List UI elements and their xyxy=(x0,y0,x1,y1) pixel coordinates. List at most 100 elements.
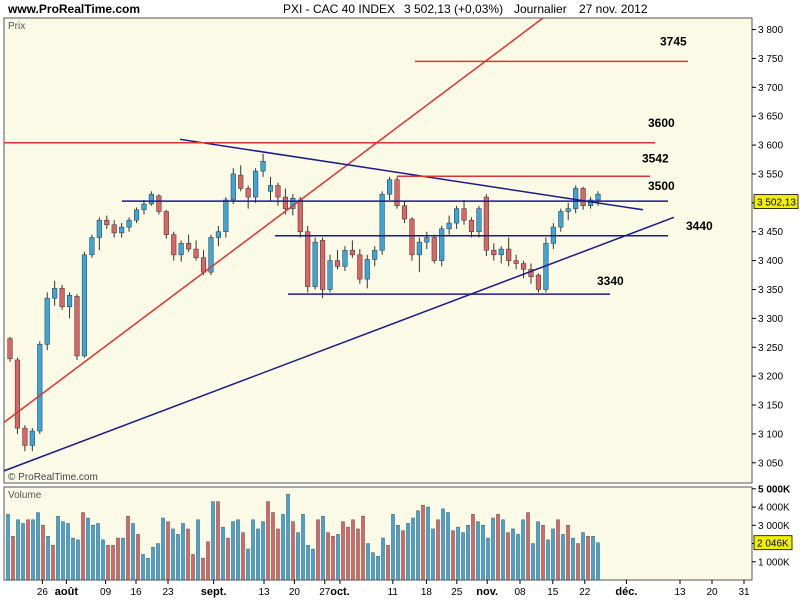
candle-body xyxy=(126,219,132,228)
candle-body xyxy=(401,205,408,220)
x-tick-label: 31 xyxy=(738,587,750,598)
volume-bar xyxy=(351,519,355,581)
price-panel-label: Prix xyxy=(8,21,25,32)
candle-body xyxy=(66,295,73,308)
candle-body xyxy=(133,209,140,221)
price-tick-label: 3 150 xyxy=(758,401,783,412)
candle-body xyxy=(186,243,192,250)
volume-bar xyxy=(571,537,575,581)
volume-bar xyxy=(306,545,310,581)
price-tick-label: 3 400 xyxy=(758,256,783,267)
candle-body xyxy=(573,188,579,209)
x-tick-label: 18 xyxy=(421,587,433,598)
volume-bar xyxy=(181,523,185,581)
candle-body xyxy=(349,249,355,256)
volume-bar xyxy=(126,515,130,581)
price-tick-label: 3 350 xyxy=(758,285,783,296)
candle-body xyxy=(595,193,601,201)
candle-body xyxy=(468,219,475,232)
candle-body xyxy=(178,243,184,256)
volume-bar xyxy=(426,506,430,581)
price-tick-label: 3 800 xyxy=(758,25,783,36)
volume-bar xyxy=(421,505,425,581)
volume-bar xyxy=(481,525,485,581)
last-price-tag xyxy=(753,194,799,210)
candle-body xyxy=(215,231,221,238)
candle-body xyxy=(59,288,65,308)
price-panel: Prix © ProRealTime.com 3 050 3 100 3 150 3 20… xyxy=(3,17,799,484)
volume-bar xyxy=(381,537,385,581)
price-change: 3 502,13 (+0,03%) xyxy=(404,2,504,16)
volume-bar xyxy=(516,534,520,581)
volume-bar xyxy=(241,532,245,581)
price-tick-label: 3 450 xyxy=(758,227,783,238)
candle-body xyxy=(223,199,229,232)
candle-body xyxy=(320,240,326,290)
volume-bar xyxy=(566,525,570,581)
x-tick-label: 25 xyxy=(451,587,463,598)
candle-body xyxy=(372,249,378,260)
volume-bar xyxy=(461,532,465,581)
price-tick-label: 3 100 xyxy=(758,429,783,440)
candle-body xyxy=(521,263,527,270)
price-tick-label: 3 650 xyxy=(758,112,783,123)
volume-bar xyxy=(476,521,480,581)
price-tick-label: 3 250 xyxy=(758,343,783,354)
volume-bar xyxy=(396,525,400,581)
candle-body xyxy=(22,427,28,446)
price-tick-label: 3 550 xyxy=(758,169,783,180)
volume-bar xyxy=(346,526,350,581)
candle-body xyxy=(230,173,236,201)
level-label: 3340 xyxy=(597,274,624,288)
candle-body xyxy=(52,288,58,299)
volume-bar xyxy=(281,514,285,581)
volume-bar xyxy=(431,528,435,581)
volume-bar xyxy=(361,515,365,581)
volume-bar xyxy=(96,523,100,581)
last-volume-tag xyxy=(753,535,793,551)
candle-body xyxy=(312,241,318,287)
candle-body xyxy=(208,237,214,273)
candle-body xyxy=(558,211,564,228)
candle-body xyxy=(81,254,87,357)
volume-bar xyxy=(296,532,300,581)
volume-bar xyxy=(591,536,595,581)
candle-body xyxy=(156,195,162,212)
candle-body xyxy=(327,260,333,290)
volume-bar xyxy=(26,519,30,581)
site-name[interactable]: www.ProRealTime.com xyxy=(8,2,141,16)
chart-date: 27 nov. 2012 xyxy=(579,2,648,16)
candle-body xyxy=(29,430,35,446)
trendline xyxy=(3,216,675,472)
volume-bar xyxy=(171,528,175,581)
price-tick-label: 3 750 xyxy=(758,54,783,65)
volume-bar xyxy=(141,554,145,581)
volume-bar xyxy=(191,554,195,581)
watermark: © ProRealTime.com xyxy=(8,472,98,483)
volume-bar xyxy=(501,519,505,581)
volume-bar xyxy=(121,537,125,581)
volume-bar xyxy=(66,523,70,581)
volume-bar xyxy=(261,521,265,581)
volume-bar xyxy=(196,519,200,581)
candle-body xyxy=(44,297,50,345)
volume-bar xyxy=(146,557,150,581)
candle-body xyxy=(379,193,385,251)
candle-body xyxy=(148,193,154,205)
volume-panel-label: Volume xyxy=(8,490,42,501)
candle-body xyxy=(282,196,288,209)
candle-body xyxy=(305,231,311,287)
x-tick-label: 08 xyxy=(514,587,526,598)
candle-body xyxy=(96,219,102,238)
volume-bar xyxy=(221,526,225,581)
volume-bar xyxy=(376,556,380,581)
volume-bar xyxy=(151,546,155,581)
volume-bar xyxy=(51,545,55,581)
candle-body xyxy=(513,260,519,264)
price-tick-label: 3 050 xyxy=(758,458,783,469)
x-tick-label: 11 xyxy=(388,587,399,598)
volume-bar xyxy=(491,517,495,581)
x-tick-label: 26 xyxy=(37,587,49,598)
volume-bar xyxy=(331,536,335,581)
volume-bar xyxy=(576,543,580,581)
